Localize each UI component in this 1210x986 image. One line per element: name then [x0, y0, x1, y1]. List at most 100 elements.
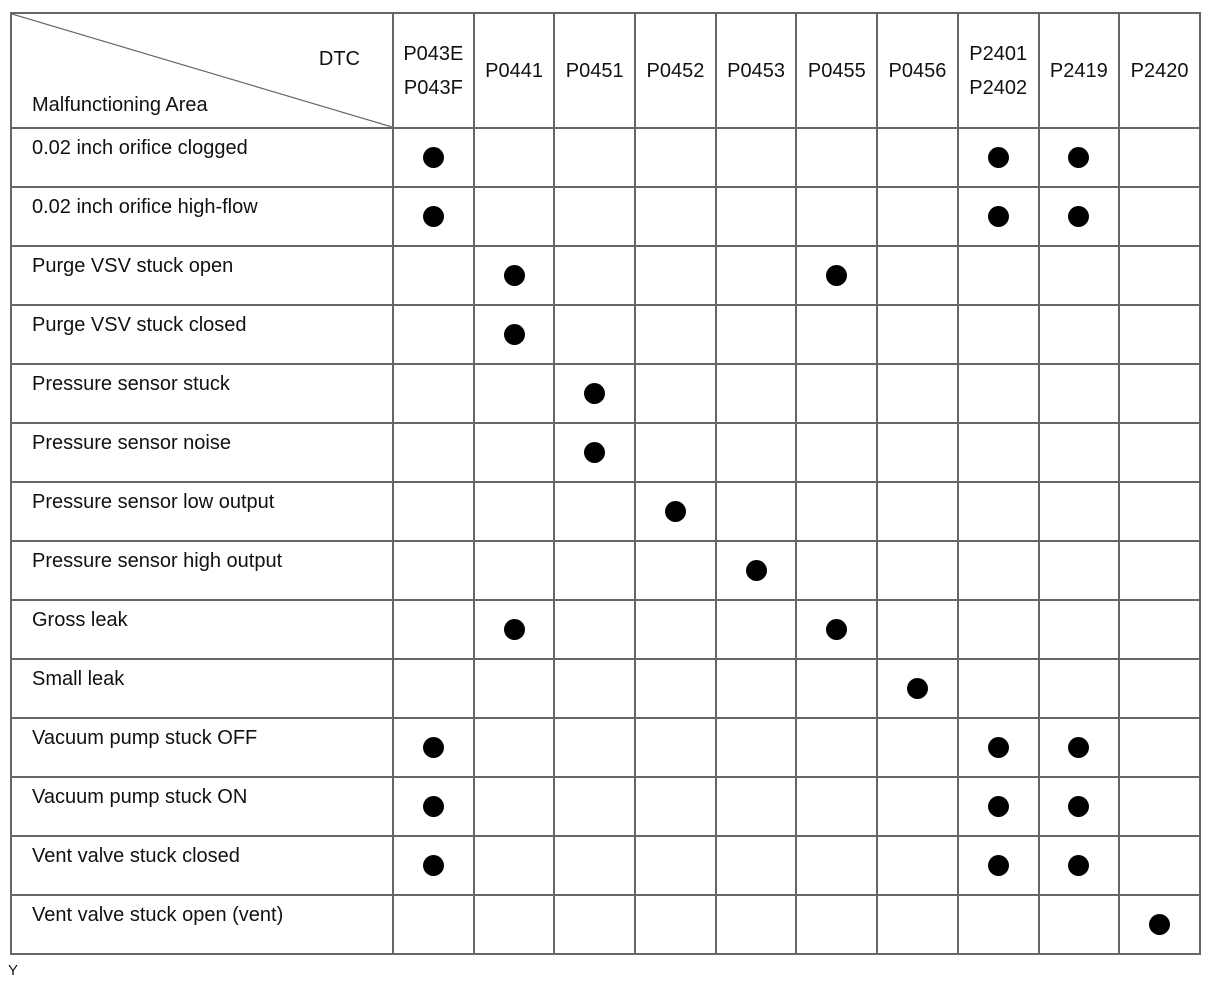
- dtc-cell: [392, 599, 475, 660]
- dtc-cell: [1037, 599, 1121, 660]
- dtc-cell: [553, 422, 637, 483]
- malfunction-area-cell: Pressure sensor stuck: [10, 363, 394, 424]
- dtc-cell: [876, 245, 959, 306]
- dtc-code: P0451: [565, 59, 624, 82]
- dtc-cell: [472, 363, 556, 424]
- dtc-cell: [795, 127, 879, 188]
- dtc-cell: [634, 717, 717, 778]
- dtc-cell: [1037, 835, 1121, 896]
- dtc-cell: [472, 304, 556, 365]
- dtc-cell: [553, 127, 637, 188]
- dtc-cell: [714, 363, 798, 424]
- dtc-cell: [553, 186, 637, 247]
- dtc-cell: [392, 127, 475, 188]
- table-row: Purge VSV stuck closed: [10, 304, 1201, 365]
- table-row: Pressure sensor high output: [10, 540, 1201, 601]
- dtc-code: P2402: [969, 76, 1028, 99]
- dtc-cell: [1118, 363, 1201, 424]
- dtc-cell: [714, 481, 798, 542]
- dtc-cell: [1037, 127, 1121, 188]
- dtc-cell: [392, 835, 475, 896]
- dtc-cell: [553, 776, 637, 837]
- dtc-column-header: P0456: [876, 12, 959, 129]
- dtc-cell: [956, 363, 1040, 424]
- dtc-cell: [795, 776, 879, 837]
- dtc-cell: [876, 599, 959, 660]
- filled-circle-icon: [1068, 147, 1090, 168]
- malfunction-area-cell: Gross leak: [10, 599, 394, 660]
- dtc-cell: [956, 481, 1040, 542]
- table-row: Small leak: [10, 658, 1201, 719]
- dtc-cell: [472, 422, 556, 483]
- dtc-cell: [1037, 363, 1121, 424]
- dtc-cell: [634, 481, 717, 542]
- filled-circle-icon: [422, 206, 444, 227]
- malfunction-area-cell: Purge VSV stuck closed: [10, 304, 394, 365]
- dtc-cell: [956, 835, 1040, 896]
- dtc-cell: [1037, 894, 1121, 955]
- dtc-cell: [1037, 304, 1121, 365]
- filled-circle-icon: [987, 855, 1009, 876]
- filled-circle-icon: [584, 442, 606, 463]
- dtc-cell: [634, 894, 717, 955]
- dtc-cell: [1118, 894, 1201, 955]
- dtc-code: P0452: [646, 59, 705, 82]
- dtc-cell: [553, 658, 637, 719]
- dtc-cell: [1118, 599, 1201, 660]
- dtc-cell: [956, 894, 1040, 955]
- dtc-code: P2401: [969, 42, 1028, 65]
- dtc-cell: [1118, 540, 1201, 601]
- dtc-cell: [634, 599, 717, 660]
- dtc-cell: [1118, 481, 1201, 542]
- dtc-cell: [1037, 422, 1121, 483]
- dtc-cell: [1118, 245, 1201, 306]
- dtc-cell: [1118, 304, 1201, 365]
- dtc-cell: [795, 658, 879, 719]
- dtc-cell: [1118, 717, 1201, 778]
- filled-circle-icon: [664, 501, 686, 522]
- dtc-cell: [634, 186, 717, 247]
- dtc-cell: [472, 481, 556, 542]
- dtc-cell: [553, 481, 637, 542]
- dtc-cell: [472, 776, 556, 837]
- dtc-cell: [956, 599, 1040, 660]
- dtc-cell: [392, 245, 475, 306]
- dtc-cell: [553, 835, 637, 896]
- dtc-cell: [714, 599, 798, 660]
- dtc-cell: [795, 186, 879, 247]
- malfunctioning-area-label: Malfunctioning Area: [32, 94, 208, 116]
- dtc-cell: [876, 717, 959, 778]
- dtc-cell: [795, 481, 879, 542]
- dtc-cell: [392, 363, 475, 424]
- dtc-cell: [472, 894, 556, 955]
- filled-circle-icon: [1068, 796, 1090, 817]
- dtc-cell: [553, 540, 637, 601]
- dtc-cell: [392, 481, 475, 542]
- dtc-code: P2420: [1130, 59, 1189, 82]
- table-row: Gross leak: [10, 599, 1201, 660]
- dtc-cell: [714, 186, 798, 247]
- dtc-code: P043E: [403, 42, 464, 65]
- malfunction-area-cell: Purge VSV stuck open: [10, 245, 394, 306]
- dtc-cell: [1037, 717, 1121, 778]
- dtc-cell: [795, 599, 879, 660]
- dtc-cell: [795, 245, 879, 306]
- dtc-cell: [956, 540, 1040, 601]
- dtc-code: P0455: [807, 59, 866, 82]
- table-row: 0.02 inch orifice high-flow: [10, 186, 1201, 247]
- malfunction-area-cell: 0.02 inch orifice high-flow: [10, 186, 394, 247]
- dtc-cell: [392, 304, 475, 365]
- dtc-column-header: P0453: [714, 12, 798, 129]
- table-row: Pressure sensor low output: [10, 481, 1201, 542]
- dtc-cell: [392, 540, 475, 601]
- filled-circle-icon: [987, 147, 1009, 168]
- dtc-cell: [876, 835, 959, 896]
- dtc-cell: [634, 422, 717, 483]
- dtc-cell: [634, 245, 717, 306]
- dtc-cell: [553, 894, 637, 955]
- dtc-cell: [876, 186, 959, 247]
- table-row: Pressure sensor noise: [10, 422, 1201, 483]
- dtc-cell: [956, 245, 1040, 306]
- dtc-cell: [634, 658, 717, 719]
- filled-circle-icon: [987, 206, 1009, 227]
